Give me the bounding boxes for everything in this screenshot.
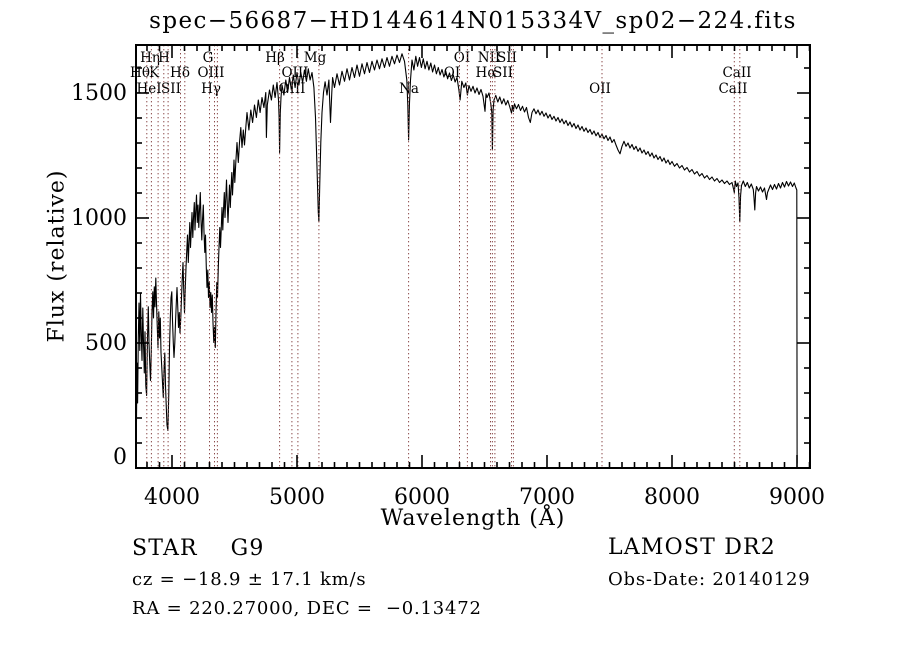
- plot-border: [135, 44, 811, 469]
- spectral-line-label: SII: [161, 81, 181, 97]
- plot-title: spec−56687−HD144614N015334V_sp02−224.fit…: [149, 8, 797, 34]
- x-tick-label: 8000: [644, 485, 700, 510]
- spectral-line-label: CaII: [722, 65, 751, 81]
- ra-dec-text: RA = 220.27000, DEC = −0.13472: [132, 598, 482, 619]
- spectral-line-label: Hγ: [201, 81, 221, 97]
- y-tick-label: 1500: [71, 81, 127, 106]
- survey-name-text: LAMOST DR2: [608, 535, 776, 560]
- spectral-line-label: SII: [493, 65, 513, 81]
- cz-velocity-text: cz = −18.9 ± 17.1 km/s: [132, 569, 367, 590]
- spectral-line-label: Hα: [476, 65, 497, 81]
- spectral-line-label: Mg: [304, 50, 327, 66]
- spectral-line-label: Hβ: [265, 50, 285, 66]
- spectral-line-label: Hη: [140, 50, 160, 66]
- x-tick-label: 7000: [519, 485, 575, 510]
- x-axis-label: Wavelength (Å): [380, 506, 566, 531]
- y-tick-label: 0: [113, 445, 127, 470]
- obs-date-text: Obs-Date: 20140129: [608, 569, 811, 590]
- spectral-line-label: OIII: [197, 65, 224, 81]
- y-axis-label: Flux (relative): [44, 169, 70, 343]
- y-tick-label: 500: [85, 331, 127, 356]
- x-tick-label: 9000: [769, 485, 825, 510]
- y-tick-label: 1000: [71, 206, 127, 231]
- spectral-line-label: OII: [589, 81, 611, 97]
- x-tick-label: 4000: [144, 485, 200, 510]
- spectral-line-label: K: [149, 65, 160, 81]
- spectral-line-label: CaII: [718, 81, 747, 97]
- x-tick-label: 6000: [394, 485, 450, 510]
- spectral-line-label: G: [203, 50, 214, 66]
- spectral-line-label: SII: [497, 50, 517, 66]
- spectral-line-label: OI: [454, 50, 470, 66]
- object-class-text: STAR G9: [132, 536, 265, 561]
- spectrum-trace: [135, 53, 798, 464]
- x-tick-label: 5000: [269, 485, 325, 510]
